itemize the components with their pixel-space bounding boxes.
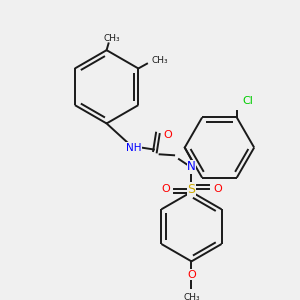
- Text: N: N: [187, 160, 196, 173]
- Text: O: O: [187, 270, 196, 280]
- Text: O: O: [161, 184, 170, 194]
- Text: Cl: Cl: [242, 96, 253, 106]
- Text: CH₃: CH₃: [103, 34, 120, 43]
- Text: CH₃: CH₃: [183, 292, 200, 300]
- Text: CH₃: CH₃: [152, 56, 169, 65]
- Text: O: O: [213, 184, 222, 194]
- Text: S: S: [188, 182, 196, 196]
- Text: NH: NH: [126, 142, 141, 153]
- Text: O: O: [163, 130, 172, 140]
